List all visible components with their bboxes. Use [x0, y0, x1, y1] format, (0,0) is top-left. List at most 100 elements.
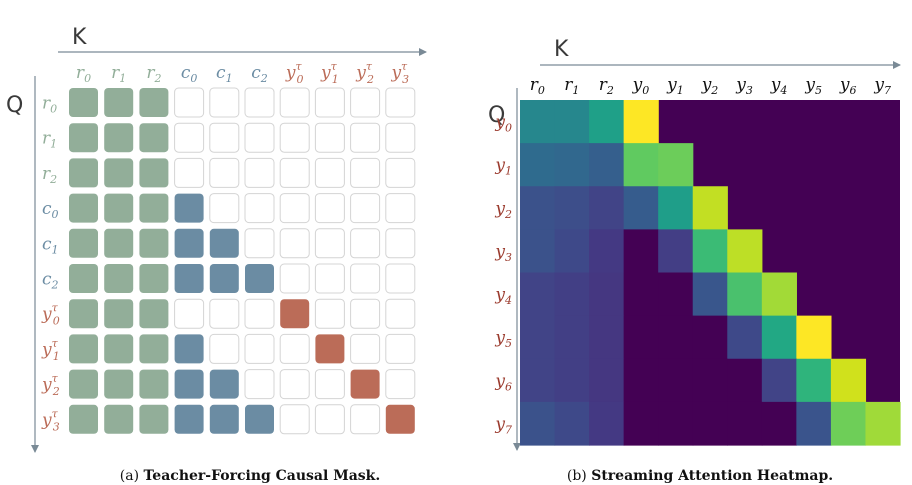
- row-label-y1: yτ 1: [41, 337, 60, 363]
- heatmap-cell: [692, 315, 728, 360]
- heatmap-cell: [761, 272, 797, 317]
- mask-cell: [174, 228, 204, 258]
- mask-cell: [385, 369, 416, 400]
- mask-cell: [69, 158, 98, 188]
- mask-cell: [174, 87, 205, 118]
- mask-cell: [104, 123, 134, 153]
- col-label-r2: r2: [146, 63, 161, 85]
- heatmap-cell: [727, 272, 763, 317]
- heatmap-cell: [554, 315, 590, 360]
- row-label-y4: y4: [494, 285, 512, 307]
- mask-cell: [244, 369, 275, 400]
- mask-cell: [314, 157, 345, 188]
- row-label-r2: r2: [42, 164, 57, 186]
- heatmap-cell: [727, 401, 763, 446]
- col-label-y5: y5: [804, 75, 822, 97]
- heatmap-cell: [692, 401, 728, 446]
- heatmap-grid: [520, 100, 901, 446]
- heatmap-cell: [796, 401, 832, 446]
- mask-cell: [69, 299, 98, 329]
- heatmap-cell: [692, 358, 728, 403]
- mask-cell: [244, 122, 275, 153]
- row-label-y1: y1: [494, 156, 512, 178]
- mask-cell: [350, 404, 381, 435]
- col-label-y2: yτ 2: [355, 60, 374, 86]
- heatmap-cell: [727, 229, 763, 274]
- mask-cell: [350, 369, 380, 399]
- mask-cell: [350, 157, 381, 188]
- heatmap-cell: [761, 315, 797, 360]
- mask-cell: [174, 298, 205, 329]
- mask-cell: [350, 298, 381, 329]
- column-labels-b: r0 r1 r2 y0 y1 y2 y3 y4 y5 y6 y7: [530, 75, 891, 97]
- heatmap-cell: [761, 401, 797, 446]
- heatmap-cell: [830, 401, 867, 446]
- mask-cell: [69, 369, 98, 399]
- row-label-y2: y2: [494, 199, 512, 221]
- heatmap-cell: [520, 186, 556, 230]
- mask-cell: [314, 87, 345, 118]
- mask-cell: [314, 369, 345, 400]
- row-label-y2: yτ 2: [41, 372, 60, 398]
- col-label-y0: yτ 0: [285, 60, 304, 86]
- heatmap-cell: [623, 358, 659, 403]
- mask-cell: [279, 87, 310, 118]
- caption-a: (a) Teacher-Forcing Causal Mask.: [120, 468, 380, 484]
- mask-cell: [139, 193, 169, 223]
- mask-cell: [279, 369, 310, 400]
- heatmap-cell: [623, 229, 659, 274]
- mask-cell: [104, 369, 134, 399]
- mask-cell: [279, 263, 310, 294]
- mask-cell: [104, 158, 134, 188]
- heatmap-cell: [623, 272, 659, 317]
- mask-cell: [174, 122, 205, 153]
- k-axis-label-a: K: [72, 25, 87, 50]
- mask-cell: [350, 122, 381, 153]
- mask-cell: [69, 264, 98, 293]
- heatmap-cell: [554, 272, 590, 317]
- heatmap-cell: [658, 272, 694, 317]
- heatmap-cell: [865, 401, 901, 446]
- heatmap-cell: [589, 186, 625, 230]
- caption-b: (b) Streaming Attention Heatmap.: [567, 468, 833, 484]
- heatmap-cell: [796, 315, 832, 360]
- mask-cell: [139, 404, 169, 434]
- row-labels-b: y0 y1 y2 y3 y4 y5 y6 y7: [494, 113, 512, 437]
- row-label-y6: y6: [494, 371, 512, 393]
- heatmap-cell: [623, 143, 659, 187]
- col-label-y1: y1: [666, 75, 684, 97]
- mask-cell: [139, 264, 169, 293]
- heatmap-cell: [520, 143, 556, 187]
- mask-cell: [69, 88, 98, 117]
- row-label-c1: c1: [42, 234, 59, 256]
- mask-cell: [244, 228, 275, 259]
- mask-cell: [174, 404, 204, 434]
- mask-cell: [314, 228, 345, 259]
- heatmap-cell: [589, 315, 625, 360]
- mask-cell: [350, 263, 381, 294]
- mask-cell: [245, 404, 274, 434]
- col-label-y7: y7: [873, 75, 891, 97]
- mask-cell: [385, 298, 416, 329]
- heatmap-cell: [520, 401, 556, 446]
- panel-a-causal-mask: K Q r0 r1 r2 c0 c1 c2 yτ 0 yτ 1 yτ 2 yτ 3 r0 r1 r2 c0 c1 c…: [6, 25, 427, 484]
- col-label-y6: y6: [839, 75, 857, 97]
- mask-cell: [139, 228, 169, 258]
- heatmap-cell: [520, 100, 556, 144]
- heatmap-cell: [520, 315, 556, 360]
- mask-cell: [314, 404, 345, 435]
- mask-cell: [314, 263, 345, 294]
- heatmap-cell: [589, 272, 625, 317]
- mask-cell: [209, 264, 239, 293]
- mask-cell: [385, 263, 416, 294]
- mask-cell: [385, 122, 416, 153]
- col-label-y0: y0: [632, 75, 650, 97]
- heatmap-cell: [589, 229, 625, 274]
- q-axis-label-b: Q: [488, 103, 505, 128]
- mask-cell: [174, 264, 204, 293]
- row-label-c0: c0: [42, 199, 59, 221]
- q-axis-label-a: Q: [6, 93, 23, 118]
- heatmap-cell: [589, 100, 625, 144]
- mask-cell: [244, 193, 275, 224]
- row-label-y3: yτ 3: [41, 407, 60, 433]
